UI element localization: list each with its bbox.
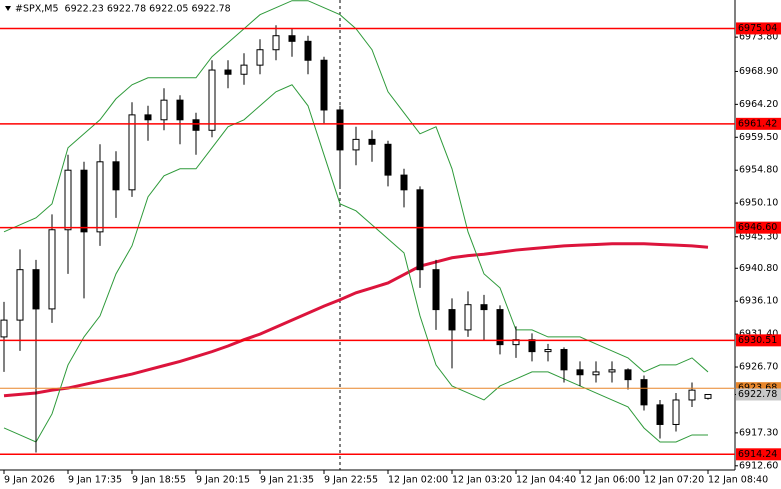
candle-body — [320, 59, 328, 111]
x-tick-label: 9 Jan 17:35 — [68, 475, 122, 486]
candle-body — [448, 309, 456, 331]
current-price-box — [736, 388, 781, 401]
bid-label: 6923.68 — [738, 383, 777, 394]
candle-body — [96, 161, 104, 233]
candle-body — [608, 369, 616, 373]
candle-body — [32, 269, 40, 310]
candle-body — [400, 174, 408, 191]
candle-body — [224, 69, 232, 75]
level-box — [736, 22, 781, 35]
y-tick-label: 6973.80 — [739, 32, 778, 43]
candle-body — [352, 138, 360, 151]
y-tick-label: 6945.30 — [739, 231, 778, 242]
y-tick-label: 6936.10 — [739, 296, 778, 307]
candle-body — [128, 114, 136, 191]
candle-body — [432, 269, 440, 311]
candle-body — [112, 161, 120, 191]
y-tick-label: 6950.10 — [739, 198, 778, 209]
candle-body — [208, 69, 216, 131]
y-tick-label: 6968.90 — [739, 66, 778, 77]
candle-body — [336, 109, 344, 151]
candle-body — [560, 349, 568, 371]
level-box — [736, 117, 781, 130]
candle-body — [256, 49, 264, 66]
chart-header: #SPX,M5 6922.23 6922.78 6922.05 6922.78 — [15, 4, 231, 15]
x-tick-label: 12 Jan 07:20 — [644, 475, 704, 486]
candle-body — [288, 35, 296, 42]
current-price-label: 6922.78 — [738, 389, 777, 400]
candle-body — [480, 304, 488, 311]
candle-body — [576, 369, 584, 376]
candle-body — [368, 138, 376, 145]
y-tick-label: 6917.30 — [739, 427, 778, 438]
x-tick-label: 9 Jan 2026 — [4, 475, 55, 486]
candle-body — [176, 99, 184, 121]
level-box — [736, 221, 781, 234]
x-tick-label: 12 Jan 06:00 — [580, 475, 640, 486]
candle-body — [528, 339, 536, 353]
y-tick-label: 6964.20 — [739, 99, 778, 110]
x-tick-label: 9 Jan 18:55 — [132, 475, 186, 486]
x-tick-label: 12 Jan 04:40 — [516, 475, 576, 486]
x-tick-label: 12 Jan 03:20 — [452, 475, 512, 486]
level-box — [736, 334, 781, 347]
candle-body — [0, 319, 8, 338]
x-tick-label: 9 Jan 20:15 — [196, 475, 250, 486]
candle-body — [64, 169, 72, 231]
bollinger-band — [3, 84, 708, 443]
candle-body — [592, 371, 600, 376]
y-tick-label: 6954.80 — [739, 165, 778, 176]
candle-body — [496, 309, 504, 346]
moving-average — [3, 242, 709, 398]
candle-body — [656, 404, 664, 425]
level-label: 6946.60 — [738, 222, 777, 233]
candle-body — [144, 114, 152, 121]
candle-body — [192, 119, 200, 131]
y-tick-label: 6926.70 — [739, 362, 778, 373]
candle-body — [544, 349, 552, 353]
y-tick-label: 6940.80 — [739, 263, 778, 274]
level-label: 6961.42 — [738, 118, 777, 129]
candle-body — [48, 229, 56, 310]
level-label: 6975.04 — [738, 23, 777, 34]
y-tick-label: 6931.40 — [739, 329, 778, 340]
candle-body — [688, 389, 696, 401]
level-label: 6930.51 — [738, 335, 777, 346]
level-box — [736, 448, 781, 461]
candle-body — [416, 189, 424, 271]
menu-arrow[interactable] — [5, 6, 11, 11]
x-tick-label: 12 Jan 02:00 — [388, 475, 448, 486]
candle-body — [384, 143, 392, 176]
candle-body — [640, 379, 648, 406]
candle-body — [672, 399, 680, 425]
candle-body — [80, 169, 88, 233]
x-tick-label: 9 Jan 22:55 — [324, 475, 378, 486]
candle-body — [464, 304, 472, 331]
candle-body — [16, 269, 24, 321]
y-tick-label: 6912.60 — [739, 460, 778, 471]
level-label: 6914.24 — [738, 449, 777, 460]
candle-body — [272, 35, 280, 51]
x-tick-label: 9 Jan 21:35 — [260, 475, 314, 486]
y-tick-label: 6959.50 — [739, 132, 778, 143]
candle-body — [704, 393, 712, 399]
candle-body — [240, 64, 248, 75]
candle-body — [160, 99, 168, 121]
x-tick-label: 12 Jan 08:40 — [708, 475, 768, 486]
candle-body — [304, 40, 312, 61]
candle-body — [624, 369, 632, 381]
